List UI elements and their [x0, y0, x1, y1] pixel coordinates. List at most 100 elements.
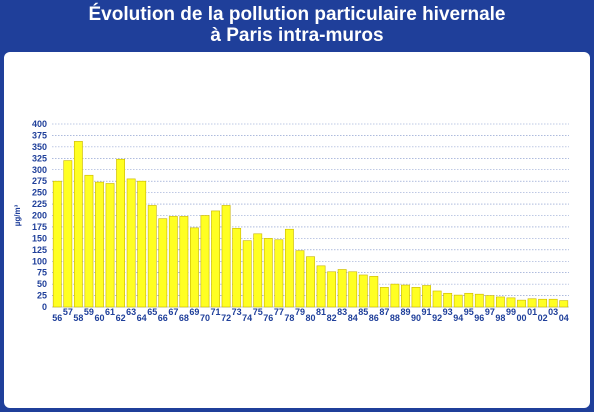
x-tick-label: 57 — [63, 307, 73, 317]
y-tick-label: 275 — [32, 176, 47, 186]
y-tick-label: 225 — [32, 199, 47, 209]
x-tick-label: 70 — [200, 313, 210, 323]
x-tick-label: 83 — [337, 307, 347, 317]
x-tick-label: 86 — [369, 313, 379, 323]
y-tick-label: 100 — [32, 256, 47, 266]
x-tick-label: 00 — [517, 313, 527, 323]
bar — [316, 265, 326, 308]
bar — [327, 271, 337, 308]
x-tick-label: 67 — [168, 307, 178, 317]
x-tick-label: 92 — [432, 313, 442, 323]
bar — [411, 287, 421, 308]
x-tick-label: 79 — [295, 307, 305, 317]
bar — [517, 299, 526, 308]
x-tick-label: 64 — [137, 313, 147, 323]
bar — [242, 240, 252, 308]
bar — [496, 296, 505, 308]
bar — [179, 216, 189, 308]
x-tick-layer: 5657585960616263646566676869707172737475… — [52, 307, 568, 323]
bar — [116, 158, 125, 308]
bar — [200, 215, 210, 308]
chart-panel: 0 25 50 75 100 125 150 175 200 225 250 275 300 325 350… — [4, 52, 590, 408]
chart-title-line-1: Évolution de la pollution particulaire h… — [88, 4, 506, 25]
bar — [105, 183, 115, 308]
x-tick-label: 02 — [538, 313, 548, 323]
bar — [295, 250, 305, 308]
x-tick-label: 91 — [422, 307, 432, 317]
bar — [147, 205, 157, 308]
x-tick-label: 99 — [506, 307, 516, 317]
bar — [474, 293, 484, 308]
bar — [263, 238, 273, 308]
title-band: Évolution de la pollution particulaire h… — [0, 0, 594, 50]
x-tick-label: 04 — [559, 313, 569, 323]
bar — [232, 228, 242, 308]
bar — [211, 210, 220, 308]
y-tick-label: 25 — [37, 291, 47, 301]
bar — [548, 298, 558, 308]
bar — [126, 178, 136, 308]
x-tick-label: 97 — [485, 307, 495, 317]
bar — [432, 290, 442, 308]
x-tick-label: 75 — [253, 307, 263, 317]
chart-title-line-2: à Paris intra-muros — [210, 25, 384, 46]
y-tick-label: 175 — [32, 222, 47, 232]
bar — [379, 287, 389, 308]
bar — [369, 276, 379, 308]
y-tick-label: 75 — [37, 268, 47, 278]
x-tick-label: 68 — [179, 313, 189, 323]
x-tick-label: 90 — [411, 313, 421, 323]
x-tick-label: 61 — [105, 307, 115, 317]
x-tick-label: 73 — [232, 307, 242, 317]
x-tick-label: 93 — [443, 307, 453, 317]
bar — [306, 256, 315, 308]
x-tick-label: 77 — [274, 307, 284, 317]
bar — [73, 141, 83, 308]
bar — [485, 295, 495, 308]
x-tick-label: 89 — [400, 307, 410, 317]
bar — [52, 180, 62, 308]
y-tick-label: 325 — [32, 153, 47, 163]
x-tick-label: 81 — [316, 307, 326, 317]
x-tick-label: 84 — [348, 313, 358, 323]
bar — [221, 205, 231, 308]
bar — [253, 233, 263, 308]
x-tick-label: 69 — [189, 307, 199, 317]
y-tick-label: 150 — [32, 233, 47, 243]
bar — [337, 269, 347, 308]
bar — [348, 271, 358, 308]
bar — [158, 218, 168, 308]
bar — [390, 283, 400, 308]
x-tick-label: 60 — [94, 313, 104, 323]
x-tick-label: 82 — [327, 313, 337, 323]
x-tick-label: 87 — [379, 307, 389, 317]
bar-chart: 0255075100125150175200225250275300325350… — [13, 119, 569, 323]
bar — [168, 216, 178, 308]
y-tick-label: 200 — [32, 211, 47, 221]
x-tick-label: 58 — [73, 313, 83, 323]
bar — [538, 298, 548, 308]
x-tick-label: 56 — [52, 313, 62, 323]
y-tick-label: 375 — [32, 130, 47, 140]
bar — [422, 285, 431, 308]
y-tick-label: 0 — [42, 302, 47, 312]
bar — [453, 294, 463, 308]
y-tick-label: 250 — [32, 188, 47, 198]
x-tick-label: 78 — [284, 313, 294, 323]
x-tick-label: 63 — [126, 307, 136, 317]
y-tick-label: 350 — [32, 142, 47, 152]
bar — [84, 174, 94, 308]
bar — [358, 274, 368, 308]
y-tick-label: 125 — [32, 245, 47, 255]
x-tick-label: 03 — [548, 307, 558, 317]
x-tick-label: 62 — [116, 313, 126, 323]
x-tick-label: 94 — [453, 313, 463, 323]
bar — [527, 298, 537, 308]
x-tick-label: 88 — [390, 313, 400, 323]
bar — [137, 180, 147, 308]
x-tick-label: 01 — [527, 307, 537, 317]
bar-layer — [52, 141, 569, 308]
x-tick-label: 74 — [242, 313, 252, 323]
